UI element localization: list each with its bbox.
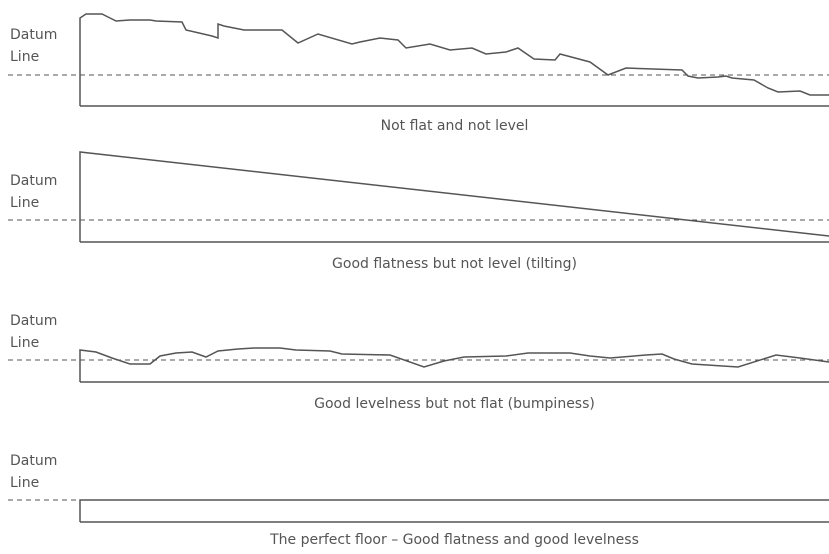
- panel-caption: Good levelness but not flat (bumpiness): [314, 396, 595, 412]
- floor-profile-diagram: [8, 13, 829, 107]
- floor-profile-diagram: [8, 499, 829, 523]
- datum-label-line1: Datum: [10, 27, 58, 43]
- floor-surface-profile: [79, 347, 829, 382]
- datum-label-line1: Datum: [10, 313, 58, 329]
- floor-surface-profile: [79, 13, 829, 106]
- panel-bumpiness: Datum Line Good levelness but not flat (…: [0, 280, 829, 420]
- datum-label-line2: Line: [10, 335, 40, 351]
- datum-label-line2: Line: [10, 195, 40, 211]
- panel-tilting: Datum Line Good flatness but not level (…: [0, 140, 829, 280]
- panel-caption: Not flat and not level: [380, 118, 529, 134]
- floor-surface-profile: [79, 151, 829, 242]
- datum-label: Datum Line: [10, 450, 57, 494]
- panel-not-flat-not-level: Datum Line Not flat and not level: [0, 0, 829, 140]
- datum-label: Datum Line: [10, 24, 57, 68]
- datum-label: Datum Line: [10, 310, 57, 354]
- datum-label-line1: Datum: [10, 173, 58, 189]
- datum-label-line1: Datum: [10, 453, 58, 469]
- panel-caption: The perfect floor – Good flatness and go…: [270, 532, 639, 548]
- datum-label: Datum Line: [10, 170, 57, 214]
- datum-label-line2: Line: [10, 49, 40, 65]
- panel-caption: Good flatness but not level (tilting): [332, 256, 577, 272]
- datum-label-line2: Line: [10, 475, 40, 491]
- floor-surface-profile: [79, 499, 829, 522]
- floor-profile-diagram: [8, 151, 829, 243]
- panel-perfect-floor: Datum Line The perfect floor – Good flat…: [0, 420, 829, 554]
- floor-profile-diagram: [8, 347, 829, 383]
